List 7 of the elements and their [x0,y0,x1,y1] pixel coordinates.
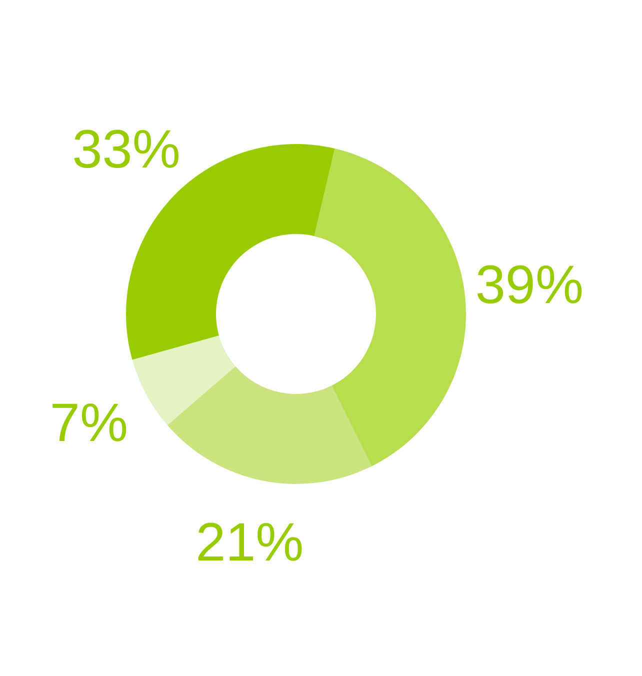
data-label: 33% [72,119,180,180]
data-label: 7% [50,393,128,454]
donut-slice [132,336,236,426]
data-label: 21% [196,512,304,572]
donut-slice [167,366,372,484]
data-label: 39% [475,254,584,315]
donut-slice [314,148,466,466]
